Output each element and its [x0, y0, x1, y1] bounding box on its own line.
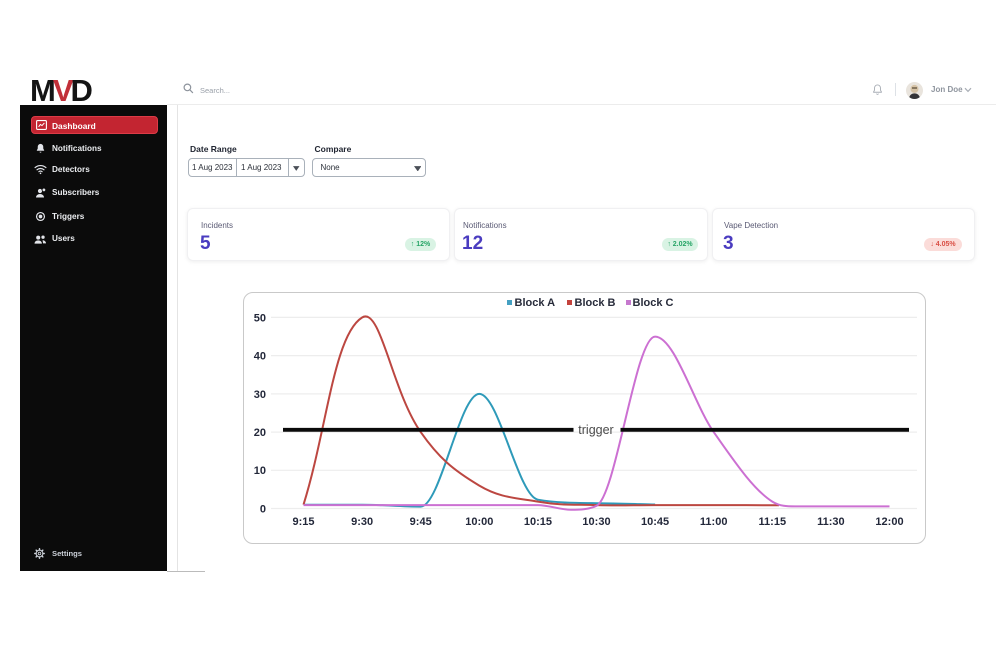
svg-text:10:00: 10:00: [465, 516, 493, 528]
svg-text:9:45: 9:45: [410, 516, 432, 528]
svg-text:9:15: 9:15: [292, 516, 314, 528]
svg-text:10:15: 10:15: [524, 516, 552, 528]
svg-text:11:15: 11:15: [759, 516, 787, 528]
svg-text:trigger: trigger: [578, 423, 613, 437]
svg-text:10:30: 10:30: [582, 516, 610, 528]
svg-text:9:30: 9:30: [351, 516, 373, 528]
svg-text:40: 40: [254, 351, 266, 363]
svg-text:11:30: 11:30: [817, 516, 845, 528]
svg-text:0: 0: [260, 503, 266, 515]
svg-text:30: 30: [254, 389, 266, 401]
svg-text:12:00: 12:00: [875, 516, 903, 528]
svg-text:50: 50: [254, 312, 266, 324]
svg-text:10: 10: [254, 465, 266, 477]
svg-text:11:00: 11:00: [700, 516, 728, 528]
svg-text:20: 20: [254, 427, 266, 439]
svg-text:10:45: 10:45: [641, 516, 669, 528]
